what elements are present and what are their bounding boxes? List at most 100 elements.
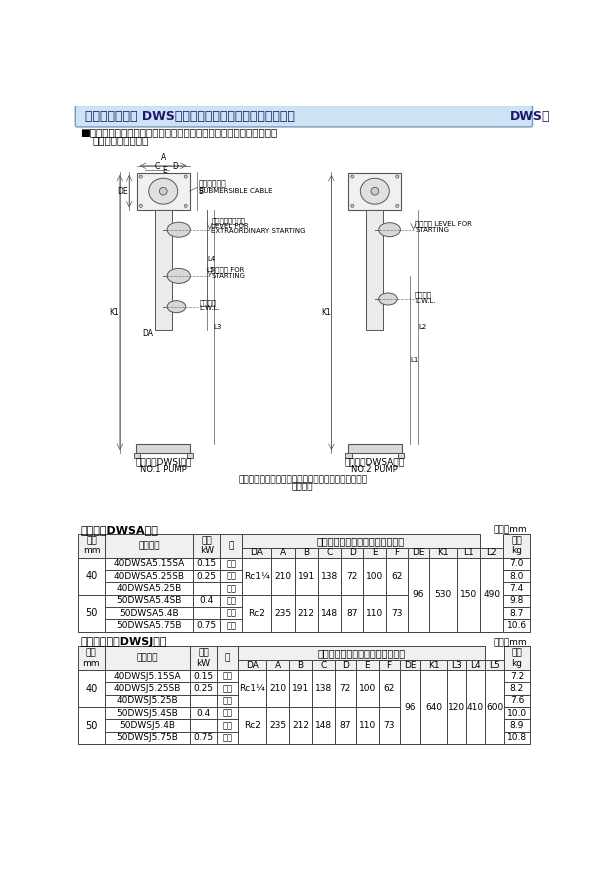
- Bar: [217, 720, 238, 732]
- Text: L4: L4: [207, 255, 215, 262]
- Text: 単相: 単相: [226, 559, 236, 568]
- Bar: [136, 444, 190, 453]
- Text: 50DWSJ5.4SB: 50DWSJ5.4SB: [117, 708, 178, 718]
- Text: 単相: 単相: [226, 596, 236, 605]
- Text: 自動形（DWSA型）: 自動形（DWSA型）: [80, 525, 158, 535]
- Text: DA: DA: [142, 329, 153, 338]
- Text: 40: 40: [85, 571, 98, 581]
- Text: L2: L2: [486, 548, 497, 557]
- Text: 自動交互形（DWSJ型）: 自動交互形（DWSJ型）: [80, 638, 167, 648]
- Text: 停止水位: 停止水位: [200, 300, 216, 306]
- Bar: [312, 660, 335, 670]
- Bar: [104, 683, 190, 695]
- Bar: [295, 548, 318, 558]
- Text: 』ダーウィン』 DWS型樹脂製汚水・雑排水用水中ポンプ: 』ダーウィン』 DWS型樹脂製汚水・雑排水用水中ポンプ: [85, 109, 295, 122]
- Text: 138: 138: [315, 685, 332, 693]
- Ellipse shape: [184, 204, 187, 207]
- Bar: [221, 619, 242, 632]
- Text: L3: L3: [451, 661, 462, 670]
- Bar: [480, 548, 503, 558]
- Bar: [221, 582, 242, 595]
- Bar: [221, 570, 242, 582]
- Text: DE: DE: [404, 661, 416, 670]
- Text: 質量
kg: 質量 kg: [512, 648, 522, 668]
- Bar: [104, 720, 190, 732]
- Bar: [217, 647, 238, 670]
- Text: １号機（DWSJ型）: １号機（DWSJ型）: [135, 458, 192, 467]
- Bar: [485, 660, 504, 670]
- Ellipse shape: [160, 188, 167, 195]
- Text: 単相: 単相: [222, 685, 232, 693]
- Bar: [289, 660, 312, 670]
- Text: DE: DE: [117, 187, 128, 196]
- Text: DA: DA: [246, 661, 259, 670]
- Bar: [480, 558, 503, 632]
- Bar: [155, 211, 172, 329]
- Text: 73: 73: [383, 721, 395, 730]
- Text: 0.75: 0.75: [197, 621, 217, 630]
- Text: L5: L5: [489, 661, 500, 670]
- Text: 40DWSJ5.15SA: 40DWSJ5.15SA: [114, 672, 181, 681]
- Bar: [363, 595, 387, 632]
- Text: B: B: [198, 187, 203, 196]
- Bar: [78, 707, 104, 744]
- Ellipse shape: [379, 293, 397, 305]
- FancyBboxPatch shape: [75, 106, 533, 127]
- Text: 三相: 三相: [222, 721, 232, 730]
- Text: 530: 530: [434, 590, 452, 599]
- Text: L.W.L.: L.W.L.: [200, 305, 221, 311]
- Text: 8.0: 8.0: [509, 572, 524, 581]
- Bar: [387, 595, 408, 632]
- Bar: [318, 558, 342, 595]
- Text: A: A: [280, 548, 286, 557]
- Text: 120: 120: [448, 702, 465, 712]
- Text: 7.0: 7.0: [509, 559, 524, 568]
- Bar: [217, 670, 238, 683]
- Text: 410: 410: [467, 702, 484, 712]
- Ellipse shape: [396, 175, 399, 178]
- Bar: [78, 720, 530, 732]
- Bar: [485, 670, 504, 744]
- Bar: [420, 670, 447, 744]
- Bar: [366, 211, 383, 329]
- Bar: [503, 570, 530, 582]
- Bar: [187, 453, 193, 457]
- Bar: [221, 558, 242, 570]
- Text: 8.2: 8.2: [510, 685, 524, 693]
- Text: 50: 50: [85, 721, 97, 730]
- Text: L2: L2: [419, 324, 427, 330]
- Bar: [238, 647, 485, 660]
- Bar: [193, 582, 221, 595]
- Bar: [193, 570, 221, 582]
- Bar: [378, 707, 400, 744]
- Bar: [78, 732, 530, 744]
- Text: 40DWSA5.25B: 40DWSA5.25B: [117, 584, 182, 593]
- Text: 三相: 三相: [222, 696, 232, 706]
- Text: 138: 138: [321, 572, 339, 581]
- Bar: [349, 173, 401, 210]
- Text: K1: K1: [110, 308, 119, 317]
- Ellipse shape: [351, 204, 354, 207]
- Bar: [400, 660, 420, 670]
- Text: 7.4: 7.4: [509, 584, 524, 593]
- Text: ださい。: ださい。: [292, 483, 314, 492]
- Text: 50DWSJ5.4B: 50DWSJ5.4B: [119, 721, 176, 730]
- Bar: [408, 548, 429, 558]
- Bar: [78, 534, 106, 558]
- Bar: [242, 558, 271, 595]
- Bar: [78, 607, 530, 619]
- Bar: [466, 670, 485, 744]
- Bar: [137, 173, 190, 210]
- Bar: [503, 619, 530, 632]
- Ellipse shape: [167, 269, 190, 284]
- Text: 640: 640: [425, 702, 442, 712]
- Ellipse shape: [184, 175, 187, 178]
- Text: 50DWSJ5.75B: 50DWSJ5.75B: [116, 733, 178, 743]
- Text: SUBMERSIBLE CABLE: SUBMERSIBLE CABLE: [199, 189, 272, 194]
- Text: D: D: [349, 548, 356, 557]
- Bar: [217, 683, 238, 695]
- Bar: [266, 707, 289, 744]
- Text: 0.25: 0.25: [193, 685, 213, 693]
- Bar: [504, 720, 530, 732]
- Bar: [266, 660, 289, 670]
